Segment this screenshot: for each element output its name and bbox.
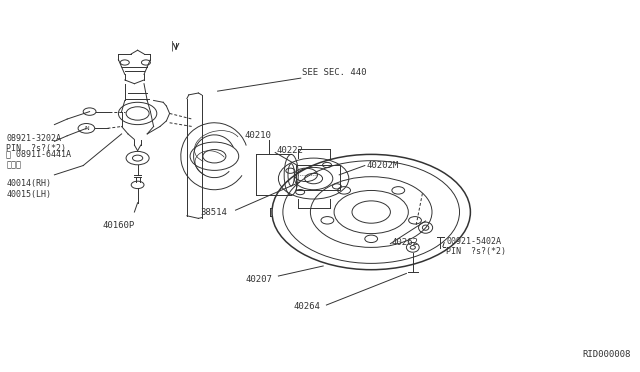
Text: 40202M: 40202M [366,161,398,170]
Text: 40262: 40262 [392,238,419,247]
Text: 38514: 38514 [200,208,227,217]
Text: 40207: 40207 [245,275,272,283]
Text: 40014(RH)
40015(LH): 40014(RH) 40015(LH) [6,179,51,199]
Text: ⓝ 08911-6441A
（２）: ⓝ 08911-6441A （２） [6,150,72,169]
Text: 00921-5402A
PIN  ?s?(*2): 00921-5402A PIN ?s?(*2) [446,237,506,256]
Text: RID000008: RID000008 [582,350,630,359]
Text: 08921-3202A
PIN  ?s?(*2): 08921-3202A PIN ?s?(*2) [6,134,67,153]
Text: 40210: 40210 [244,131,271,140]
Text: 40222: 40222 [276,146,303,155]
Text: N: N [84,126,89,131]
Text: 40264: 40264 [293,302,320,311]
Text: SEE SEC. 440: SEE SEC. 440 [302,68,367,77]
Text: 40160P: 40160P [102,221,134,230]
Text: |: | [171,40,174,51]
Ellipse shape [284,154,298,195]
